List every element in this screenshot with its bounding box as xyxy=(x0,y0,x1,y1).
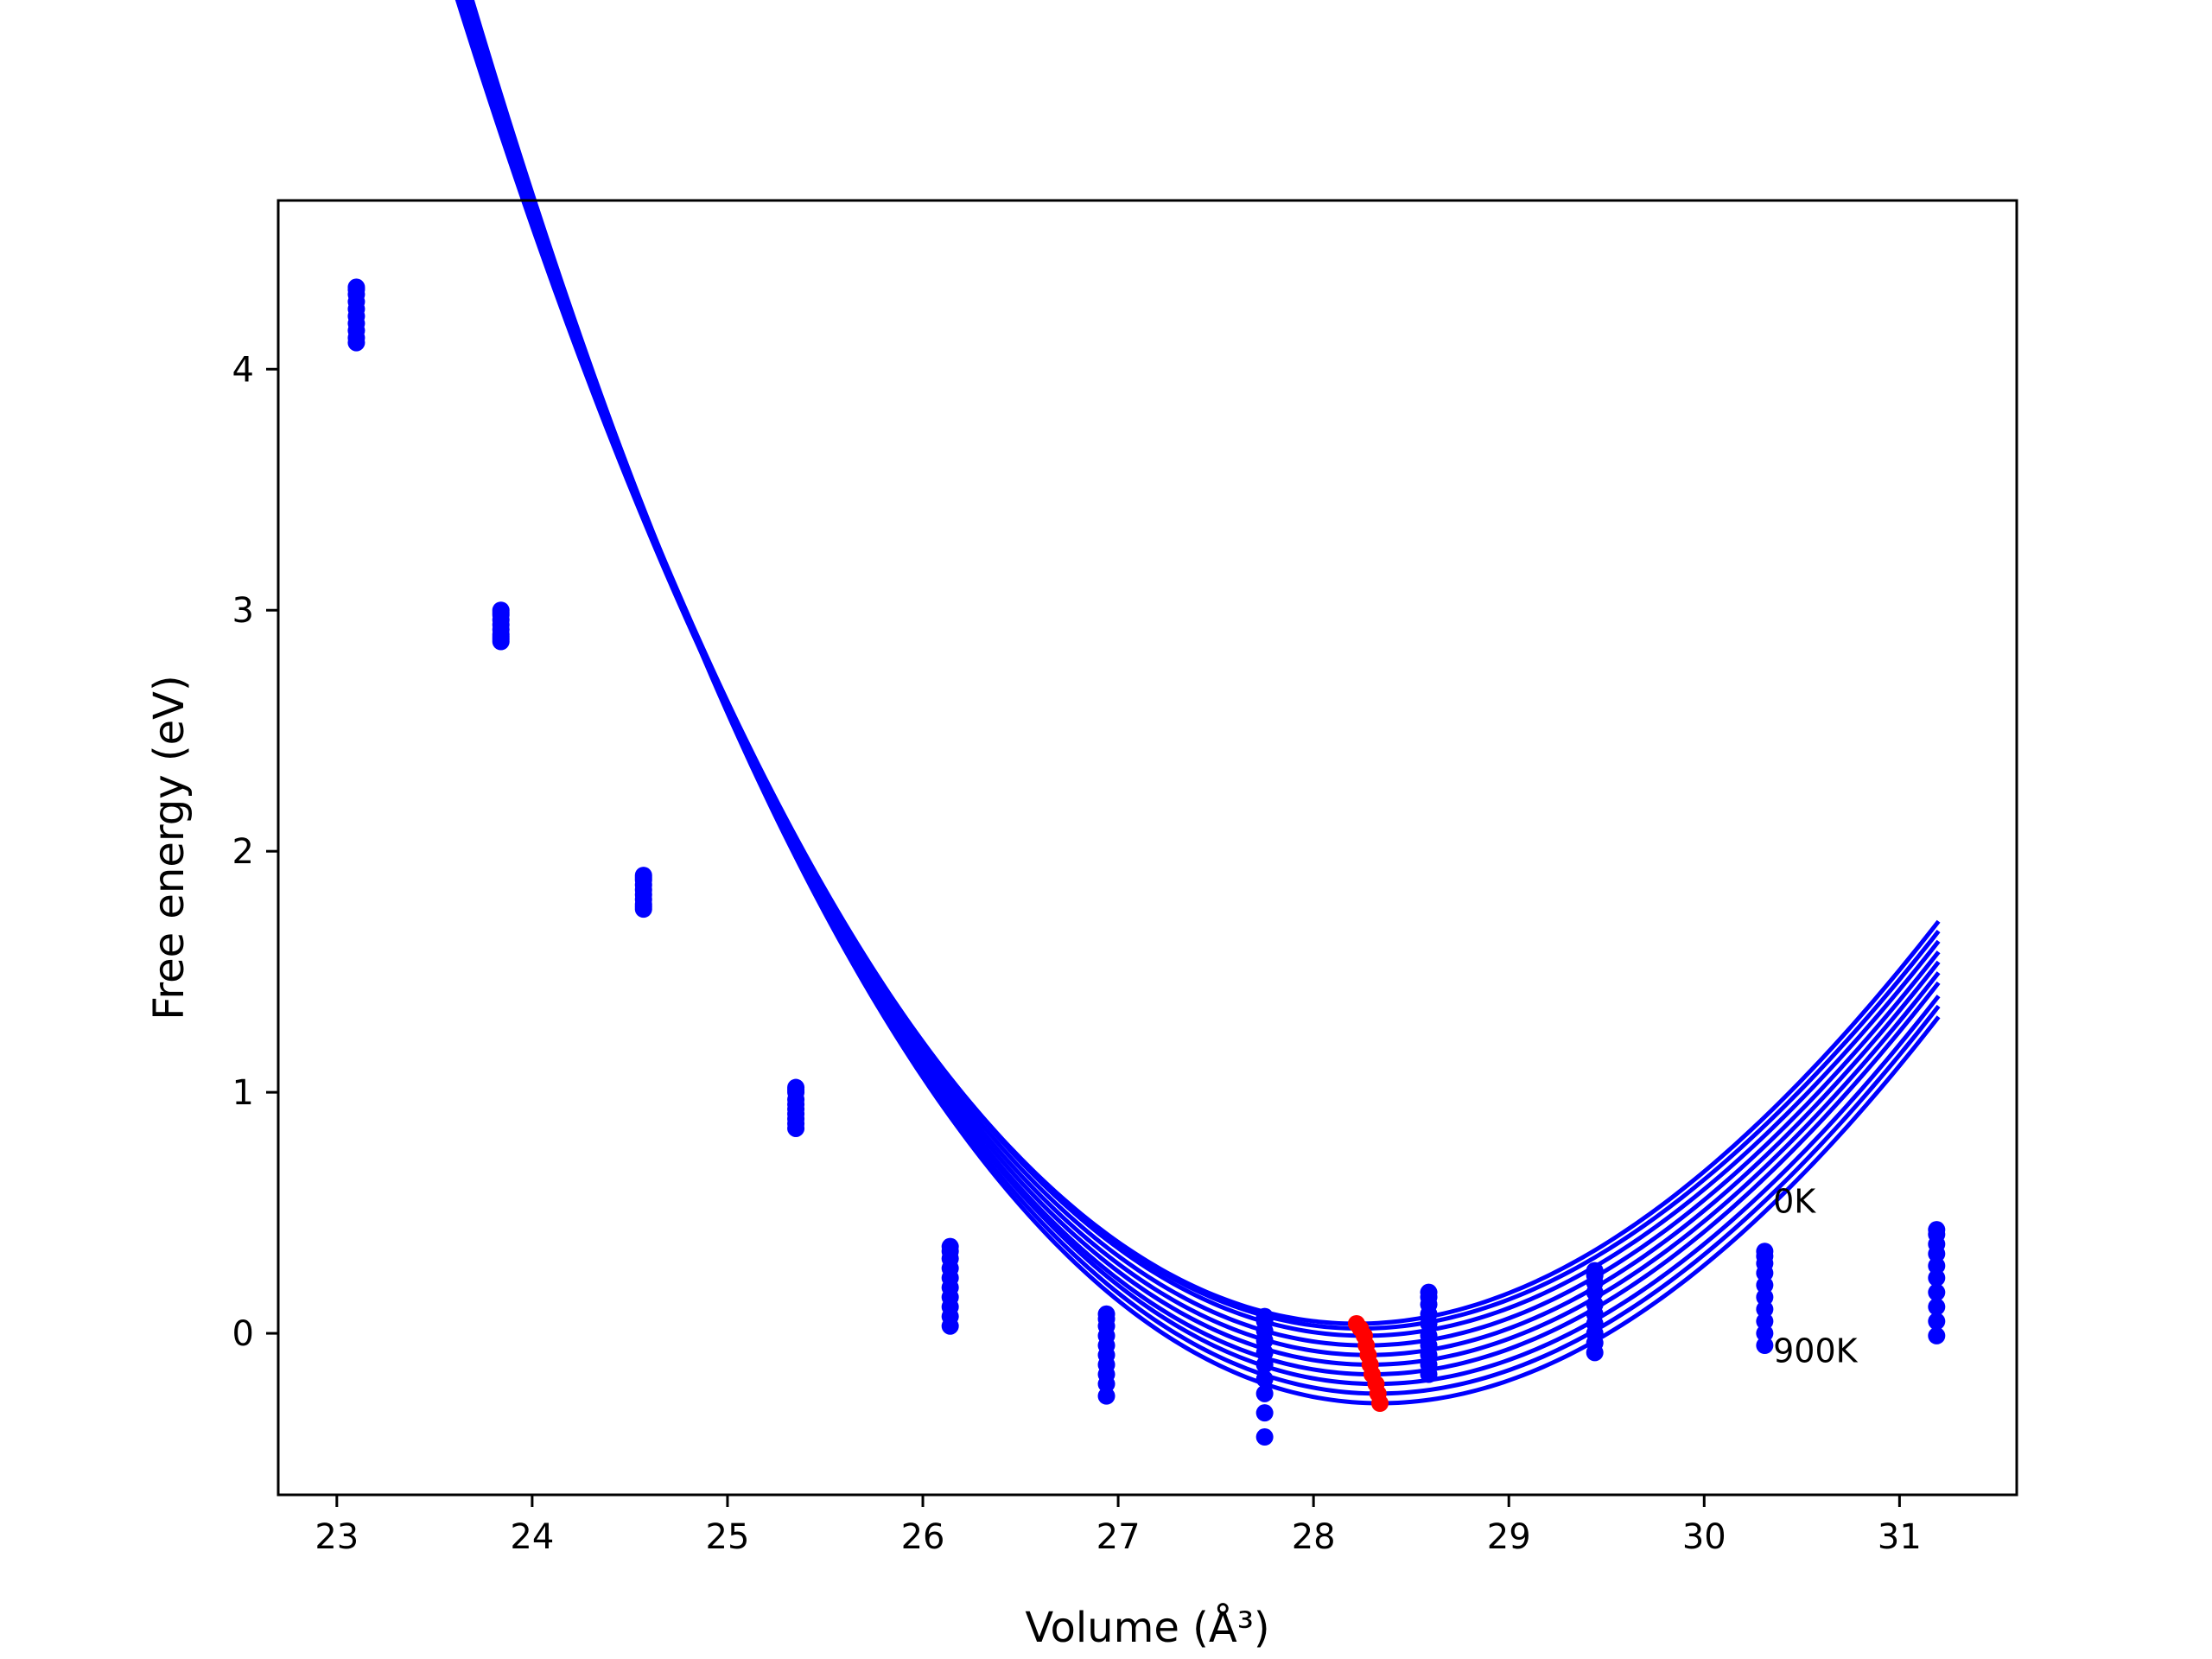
x-tick-label: 27 xyxy=(1096,1517,1141,1557)
y-tick-label: 1 xyxy=(232,1073,254,1113)
data-point-300K xyxy=(1586,1283,1604,1301)
fit-curve-500K xyxy=(464,0,1941,1367)
x-tick-label: 28 xyxy=(1292,1517,1336,1557)
data-point-400K xyxy=(1255,1344,1274,1362)
data-point-400K xyxy=(1928,1256,1946,1274)
data-point-300K xyxy=(1255,1332,1274,1350)
data-point-900K xyxy=(347,334,365,352)
minima-points xyxy=(1347,1314,1389,1412)
data-points xyxy=(347,278,1946,1446)
fit-curve-600K xyxy=(464,0,1941,1377)
data-point-600K xyxy=(1928,1283,1946,1301)
y-axis-title: Free energy (eV) xyxy=(145,675,194,1020)
data-point-600K xyxy=(1756,1300,1774,1319)
data-point-700K xyxy=(1255,1384,1274,1402)
annotations: 0K 900K xyxy=(1773,1183,1859,1370)
x-axis-title: Volume (Å³) xyxy=(1025,1603,1269,1652)
fit-curve-0K xyxy=(454,0,1941,1326)
data-point-900K xyxy=(1928,1326,1946,1344)
x-tick-label: 23 xyxy=(315,1517,359,1557)
data-point-900K xyxy=(1756,1337,1774,1355)
data-point-600K xyxy=(1255,1370,1274,1389)
data-point-300K xyxy=(1928,1245,1946,1263)
plot-frame xyxy=(276,199,2018,1497)
x-tick-label: 24 xyxy=(510,1517,554,1557)
annotation-0K: 0K xyxy=(1773,1183,1816,1221)
data-point-900K xyxy=(634,900,652,918)
minimum-point xyxy=(1371,1394,1389,1412)
data-point-800K xyxy=(1928,1313,1946,1331)
data-point-900K xyxy=(787,1119,805,1137)
data-point-300K xyxy=(1756,1264,1774,1282)
data-point-800K xyxy=(1756,1325,1774,1343)
data-point-500K xyxy=(1928,1268,1946,1287)
data-point-700K xyxy=(1928,1298,1946,1316)
y-tick-label: 2 xyxy=(232,832,254,872)
annotation-900K: 900K xyxy=(1773,1332,1859,1370)
x-tick-label: 29 xyxy=(1487,1517,1531,1557)
fit-curve-300K xyxy=(461,0,1941,1348)
data-point-900K xyxy=(1420,1365,1438,1383)
y-tick-label: 4 xyxy=(232,350,254,390)
x-axis-ticks: 23 24 25 26 27 28 29 30 31 xyxy=(315,1495,1922,1557)
data-point-800K xyxy=(1097,1375,1116,1393)
data-point-500K xyxy=(1255,1356,1274,1374)
x-tick-label: 31 xyxy=(1878,1517,1922,1557)
data-point-800K xyxy=(1255,1404,1274,1422)
x-tick-label: 25 xyxy=(706,1517,750,1557)
data-point-400K xyxy=(1420,1314,1438,1332)
fit-curve-400K xyxy=(462,0,1941,1357)
data-point-900K xyxy=(492,632,510,651)
data-point-900K xyxy=(1255,1428,1274,1446)
x-tick-label: 30 xyxy=(1682,1517,1726,1557)
data-point-700K xyxy=(1756,1313,1774,1331)
data-point-900K xyxy=(1586,1344,1604,1362)
fit-curves xyxy=(454,0,1941,1406)
y-axis-ticks: 0 1 2 3 4 xyxy=(232,350,278,1354)
y-tick-label: 3 xyxy=(232,591,254,631)
data-point-900K xyxy=(1097,1387,1116,1405)
x-tick-label: 26 xyxy=(901,1517,945,1557)
y-tick-label: 0 xyxy=(232,1314,254,1354)
data-point-400K xyxy=(1756,1276,1774,1294)
fit-curve-900K xyxy=(469,0,1941,1406)
data-point-900K xyxy=(941,1317,959,1335)
data-point-500K xyxy=(1756,1288,1774,1306)
